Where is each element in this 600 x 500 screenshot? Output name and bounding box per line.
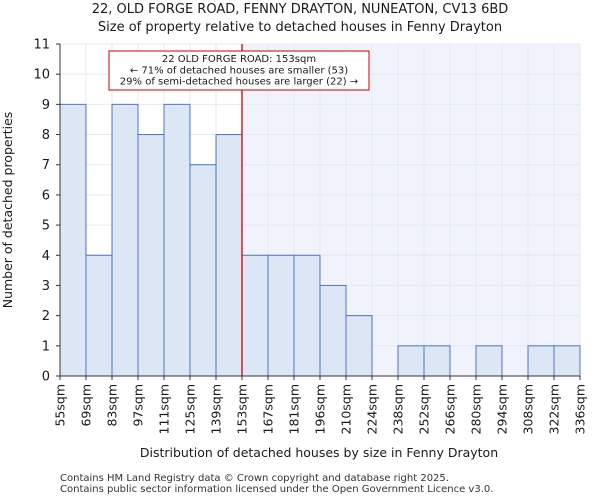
y-tick-label: 5 (42, 219, 50, 234)
x-tick-label: 55sqm (53, 384, 68, 427)
x-tick-label: 181sqm (287, 384, 302, 434)
x-tick-label: 125sqm (183, 384, 198, 434)
x-tick-label: 83sqm (105, 384, 120, 427)
y-tick-label: 7 (42, 158, 50, 173)
x-tick-label: 280sqm (469, 384, 484, 434)
x-axis-label: Distribution of detached houses by size … (140, 445, 498, 460)
bar (111, 103, 139, 377)
bar (189, 164, 217, 377)
x-tick-label: 111sqm (157, 384, 172, 434)
y-tick-label: 4 (42, 249, 50, 264)
annotation-line: ← 71% of detached houses are smaller (53… (130, 65, 348, 76)
y-tick-label: 11 (33, 38, 50, 53)
x-tick-label: 322sqm (547, 384, 562, 434)
x-tick-label: 196sqm (313, 384, 328, 434)
x-tick-label: 153sqm (235, 384, 250, 434)
bar (85, 254, 113, 377)
x-tick-label: 294sqm (495, 384, 510, 434)
bar (59, 103, 87, 377)
x-tick-label: 336sqm (573, 384, 588, 434)
bar (319, 284, 347, 377)
bar (475, 345, 503, 377)
y-tick-label: 8 (42, 128, 50, 143)
bar (267, 254, 295, 377)
x-tick-label: 69sqm (79, 384, 94, 427)
y-tick-label: 9 (42, 98, 50, 113)
bar (345, 315, 373, 377)
y-axis-label: Number of detached properties (0, 112, 15, 309)
annotation-line: 29% of semi-detached houses are larger (… (120, 77, 358, 88)
bar (527, 345, 555, 377)
x-tick-label: 210sqm (339, 384, 354, 434)
y-tick-label: 3 (42, 279, 50, 294)
y-tick-label: 2 (42, 309, 50, 324)
y-tick-label: 1 (42, 339, 50, 354)
annotation-line: 22 OLD FORGE ROAD: 153sqm (162, 54, 316, 65)
chart-title: 22, OLD FORGE ROAD, FENNY DRAYTON, NUNEA… (91, 2, 509, 17)
footer-line-1: Contains HM Land Registry data © Crown c… (60, 473, 449, 484)
y-tick-label: 10 (33, 68, 50, 83)
annotation-box (108, 50, 370, 91)
x-tick-label: 139sqm (209, 384, 224, 434)
x-tick-label: 167sqm (261, 384, 276, 434)
bar (215, 134, 243, 377)
x-tick-label: 97sqm (131, 384, 146, 427)
x-tick-label: 252sqm (417, 384, 432, 434)
x-tick-label: 224sqm (365, 384, 380, 434)
bar (423, 345, 451, 377)
bar (241, 254, 269, 377)
bar (293, 254, 321, 377)
bar (137, 134, 165, 377)
x-tick-label: 266sqm (443, 384, 458, 434)
y-tick-label: 6 (42, 188, 50, 203)
y-tick-label: 0 (42, 370, 50, 385)
bar (163, 103, 191, 377)
bar (553, 345, 581, 377)
x-tick-label: 238sqm (391, 384, 406, 434)
bar (397, 345, 425, 377)
footer-line-2: Contains public sector information licen… (60, 484, 494, 495)
x-tick-label: 308sqm (521, 384, 536, 434)
chart-subtitle: Size of property relative to detached ho… (97, 20, 503, 35)
